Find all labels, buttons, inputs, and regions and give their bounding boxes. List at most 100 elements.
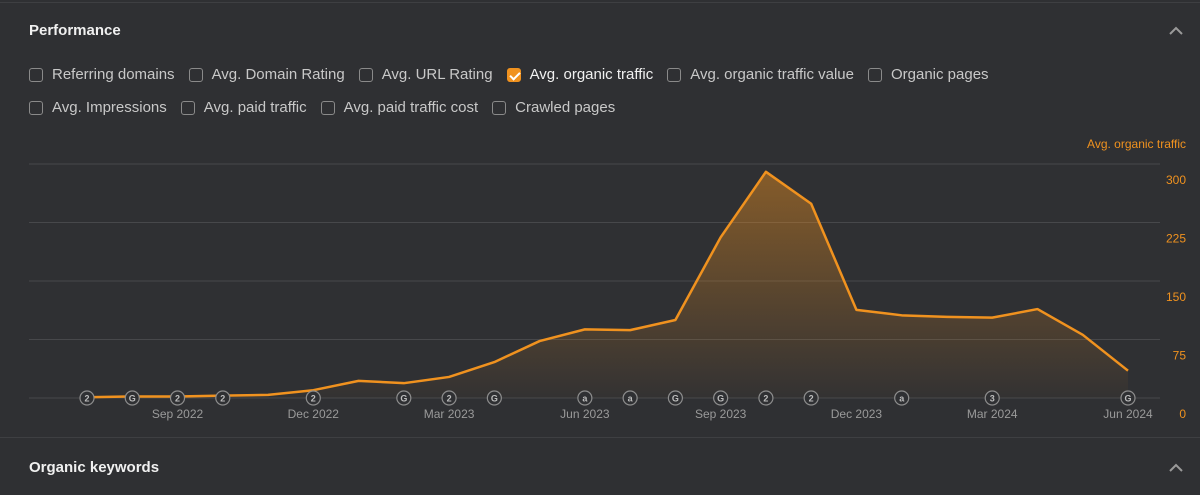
event-label: 2 — [175, 393, 180, 403]
y-tick-label: 0 — [1179, 407, 1186, 421]
section-title: Organic keywords — [29, 459, 160, 476]
checkbox[interactable] — [29, 100, 43, 115]
event-circle — [667, 390, 683, 406]
expand-chevron[interactable] — [1169, 463, 1183, 472]
filter-row: Referring domains Avg. Domain Rating Avg. … — [29, 66, 989, 83]
event-circle — [984, 390, 1000, 406]
filter-checkbox[interactable]: Crawled pages — [492, 99, 615, 116]
event-circle — [622, 390, 638, 406]
event-circle — [396, 390, 412, 406]
filter-checkbox[interactable]: Referring domains — [29, 66, 175, 83]
checkbox[interactable] — [188, 67, 203, 82]
event-marker[interactable]: 2 — [79, 390, 95, 406]
event-circle — [79, 390, 95, 406]
line — [86, 170, 1129, 399]
event-marker[interactable]: 2 — [803, 390, 819, 406]
checkbox[interactable] — [867, 67, 882, 82]
event-circle — [713, 390, 729, 406]
event-circle — [803, 390, 819, 406]
y-tick-label: 75 — [1173, 349, 1187, 363]
filter-checkbox[interactable]: Avg. URL Rating — [358, 66, 493, 83]
event-label: 2 — [220, 393, 225, 403]
event-marker[interactable]: G — [124, 390, 140, 406]
event-marker[interactable]: 2 — [305, 390, 321, 406]
filter-label: Avg. Domain Rating — [211, 66, 345, 83]
event-marker[interactable]: 3 — [984, 390, 1000, 406]
event-label: a — [628, 393, 634, 403]
event-label: 2 — [311, 393, 316, 403]
checkbox[interactable] — [667, 67, 682, 82]
checkbox[interactable] — [180, 100, 195, 115]
event-label: 2 — [447, 393, 452, 403]
event-label: G — [672, 393, 679, 403]
x-tick-label: Jun 2023 — [560, 407, 610, 421]
checkbox[interactable] — [320, 100, 335, 115]
filter-label: Avg. paid traffic cost — [343, 99, 479, 116]
filter-checkbox[interactable]: Avg. Impressions — [29, 99, 167, 116]
event-marker[interactable]: G — [486, 390, 502, 406]
checkbox[interactable] — [29, 67, 43, 82]
event-marker[interactable]: G — [396, 390, 412, 406]
event-marker[interactable]: a — [577, 390, 593, 406]
event-marker[interactable]: 2 — [441, 390, 457, 406]
filter-label: Avg. organic traffic — [529, 66, 654, 83]
event-circle — [169, 390, 186, 406]
checkbox[interactable] — [492, 100, 507, 115]
event-marker[interactable]: G — [667, 390, 683, 406]
event-circle — [215, 390, 231, 406]
filter-checkbox[interactable]: Avg. paid traffic cost — [320, 99, 479, 116]
event-circle — [305, 390, 321, 406]
event-circle — [124, 390, 140, 406]
event-label: 2 — [84, 393, 89, 403]
event-marker[interactable]: G — [1120, 390, 1136, 406]
filter-checkbox[interactable]: Avg. paid traffic — [180, 99, 307, 116]
event-label: 3 — [990, 393, 995, 403]
event-marker[interactable]: 2 — [215, 390, 231, 406]
x-tick-label: Dec 2023 — [831, 407, 883, 421]
x-tick-label: Sep 2022 — [152, 407, 204, 421]
event-label: G — [717, 393, 724, 403]
x-tick-label: Mar 2024 — [967, 407, 1018, 421]
x-tick-label: Sep 2023 — [695, 407, 747, 421]
y-tick-label: 150 — [1166, 290, 1186, 304]
filter-row: Avg. Impressions Avg. paid traffic Avg. pa… — [29, 99, 615, 116]
event-circle — [894, 390, 910, 406]
y-tick-label: 300 — [1166, 173, 1186, 187]
event-circle — [758, 390, 774, 406]
x-tick-label: Mar 2023 — [424, 407, 475, 421]
filter-label: Avg. organic traffic value — [690, 66, 854, 83]
filter-checkbox[interactable]: Organic pages — [867, 66, 989, 83]
filter-label: Referring domains — [52, 66, 175, 83]
event-label: G — [400, 393, 407, 403]
checkbox[interactable] — [358, 67, 373, 82]
x-tick-label: Dec 2022 — [288, 407, 340, 421]
event-label: G — [129, 393, 136, 403]
area — [87, 171, 1128, 398]
y-tick-label: 225 — [1166, 232, 1186, 246]
filter-label: Avg. URL Rating — [381, 66, 493, 83]
event-label: G — [1124, 393, 1131, 403]
divider — [0, 2, 1200, 3]
event-marker[interactable]: 2 — [758, 390, 774, 406]
event-label: 2 — [763, 393, 768, 403]
event-marker[interactable]: 2 — [169, 390, 186, 406]
axis-title: Avg. organic traffic — [1087, 137, 1186, 151]
event-marker[interactable]: a — [894, 390, 910, 406]
filter-checkbox[interactable]: Avg. organic traffic — [506, 66, 654, 83]
filter-checkbox[interactable]: Avg. organic traffic value — [667, 66, 854, 83]
event-label: a — [582, 393, 588, 403]
event-label: a — [899, 393, 905, 403]
x-tick-label: Jun 2024 — [1103, 407, 1153, 421]
event-marker[interactable]: a — [622, 390, 638, 406]
filter-label: Avg. paid traffic — [203, 99, 307, 116]
event-circle — [577, 390, 593, 406]
collapse-chevron[interactable] — [1169, 26, 1183, 35]
event-marker[interactable]: G — [713, 390, 729, 406]
event-circle — [486, 390, 502, 406]
checkbox[interactable] — [506, 67, 521, 82]
event-label: 2 — [809, 393, 814, 403]
filter-checkbox[interactable]: Avg. Domain Rating — [188, 66, 345, 83]
event-circle — [441, 390, 457, 406]
divider — [0, 437, 1200, 438]
